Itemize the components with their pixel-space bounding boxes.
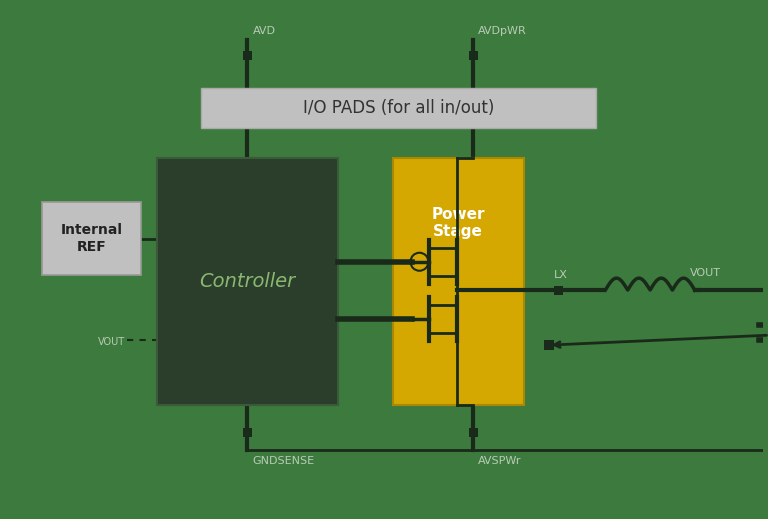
Bar [243, 428, 252, 436]
Text: Power
Stage: Power Stage [432, 207, 485, 239]
Text: GNDSENSE: GNDSENSE [253, 456, 315, 466]
Bar [200, 88, 597, 128]
Bar [554, 285, 563, 295]
Bar [157, 158, 338, 405]
Bar [41, 202, 141, 275]
Text: Controller: Controller [200, 272, 296, 291]
Text: VOUT: VOUT [98, 337, 125, 347]
Text: LX: LX [554, 270, 568, 280]
Text: AVSPWr: AVSPWr [478, 456, 521, 466]
Text: I/O PADS (for all in/out): I/O PADS (for all in/out) [303, 99, 495, 117]
Bar [468, 428, 478, 436]
Bar [468, 50, 478, 60]
Text: AVDpWR: AVDpWR [478, 26, 527, 36]
Bar [392, 158, 524, 405]
Text: Internal
REF: Internal REF [61, 223, 122, 254]
Bar [544, 340, 554, 350]
Text: AVD: AVD [253, 26, 276, 36]
Text: VOUT: VOUT [690, 268, 721, 278]
Bar [243, 50, 252, 60]
